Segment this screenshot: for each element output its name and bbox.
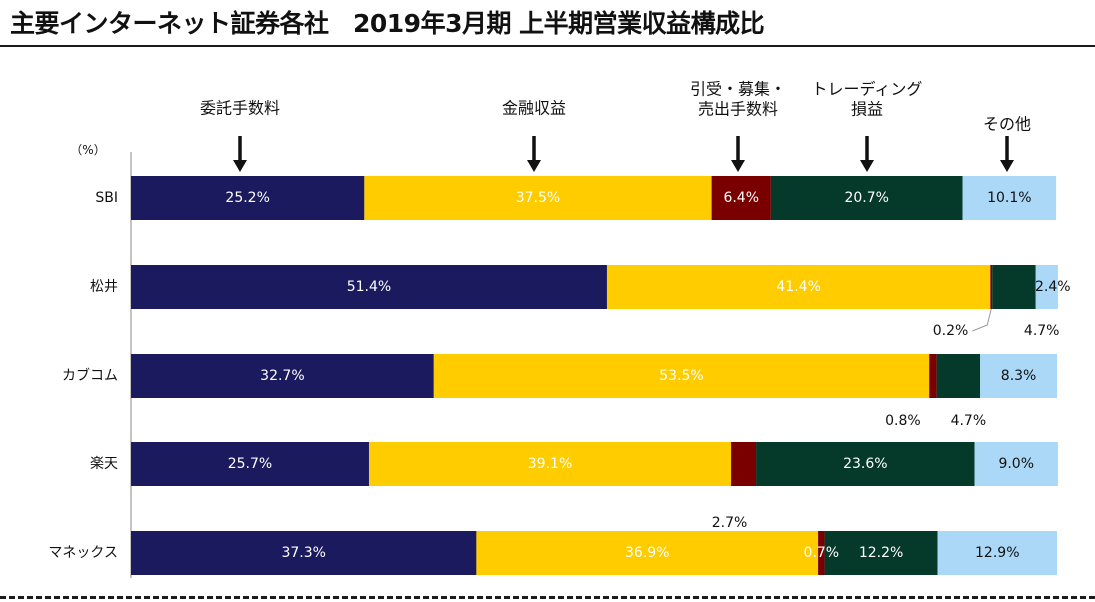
bar-segment-2-4 (980, 354, 1057, 398)
page-title: 主要インターネット証券各社 2019年3月期 上半期営業収益構成比 (10, 9, 765, 38)
title-divider (0, 45, 1095, 47)
data-label-3-3: 23.6% (843, 456, 887, 472)
data-label-1-3: 4.7% (1024, 323, 1060, 339)
data-label-1-4: 2.4% (1035, 279, 1071, 295)
bar-segment-4-0 (131, 531, 477, 575)
bar-segment-0-4 (962, 176, 1057, 220)
category-label-0: SBI (95, 190, 118, 206)
bar-segment-4-4 (937, 531, 1057, 575)
data-label-3-2: 2.7% (712, 515, 748, 531)
bar-segment-1-2 (990, 265, 993, 309)
series-header-4-line-0: その他 (983, 115, 1031, 134)
category-label-1: 松井 (90, 279, 118, 295)
leader-line-matsui (972, 308, 992, 332)
data-label-2-2: 0.8% (885, 413, 921, 429)
series-arrow-head-4 (1000, 160, 1014, 172)
data-label-2-0: 32.7% (260, 368, 304, 384)
bar-segment-2-0 (131, 354, 434, 398)
data-label-2-1: 53.5% (659, 368, 703, 384)
series-arrow-head-3 (860, 160, 874, 172)
category-label-3: 楽天 (90, 456, 118, 472)
data-label-2-4: 8.3% (1001, 368, 1037, 384)
series-header-2-line-1: 売出手数料 (698, 100, 778, 119)
data-label-3-1: 39.1% (528, 456, 572, 472)
data-label-0-3: 20.7% (844, 190, 888, 206)
data-label-4-3: 12.2% (859, 545, 903, 561)
bar-segment-3-2 (731, 442, 757, 486)
bar-segment-2-3 (936, 354, 981, 398)
bar-segment-3-3 (756, 442, 975, 486)
series-header-1-line-0: 金融収益 (502, 99, 566, 118)
data-label-0-4: 10.1% (987, 190, 1031, 206)
bar-segment-3-4 (974, 442, 1058, 486)
category-label-2: カブコム (62, 367, 118, 384)
series-arrow-head-1 (527, 160, 541, 172)
bar-segment-4-3 (824, 531, 938, 575)
series-header-0-line-0: 委託手数料 (200, 99, 280, 118)
data-label-3-4: 9.0% (998, 456, 1034, 472)
data-label-0-2: 6.4% (723, 190, 759, 206)
bar-segment-3-1 (368, 442, 732, 486)
bar-segment-0-0 (131, 176, 365, 220)
unit-label: （%） (70, 143, 105, 157)
bar-segment-4-2 (818, 531, 825, 575)
bar-segment-1-4 (1035, 265, 1058, 309)
data-label-4-2: 0.7% (804, 545, 840, 561)
data-label-4-0: 37.3% (281, 545, 325, 561)
bar-segment-0-1 (364, 176, 712, 220)
data-label-2-3: 4.7% (951, 413, 987, 429)
data-label-4-1: 36.9% (625, 545, 669, 561)
bar-segment-4-1 (476, 531, 819, 575)
bar-segment-1-1 (606, 265, 991, 309)
series-header-3-line-0: トレーディング (812, 80, 923, 99)
data-label-0-1: 37.5% (516, 190, 560, 206)
series-arrow-head-0 (233, 160, 247, 172)
series-arrow-head-2 (731, 160, 745, 172)
data-label-1-0: 51.4% (347, 279, 391, 295)
bar-segment-2-2 (929, 354, 937, 398)
category-label-4: マネックス (48, 545, 118, 561)
data-label-3-0: 25.7% (228, 456, 272, 472)
series-header-3-line-1: 損益 (851, 100, 883, 119)
bar-segment-1-3 (992, 265, 1036, 309)
bar-segment-2-1 (433, 354, 930, 398)
bar-segment-0-3 (770, 176, 963, 220)
bottom-dashed-divider (0, 596, 1095, 599)
data-label-1-2: 0.2% (933, 323, 969, 339)
bar-segment-0-2 (711, 176, 771, 220)
bar-segment-1-0 (131, 265, 607, 309)
data-label-4-4: 12.9% (975, 545, 1019, 561)
bar-segment-3-0 (131, 442, 369, 486)
series-header-2-line-0: 引受・募集・ (690, 80, 786, 99)
data-label-1-1: 41.4% (776, 279, 820, 295)
data-label-0-0: 25.2% (225, 190, 269, 206)
